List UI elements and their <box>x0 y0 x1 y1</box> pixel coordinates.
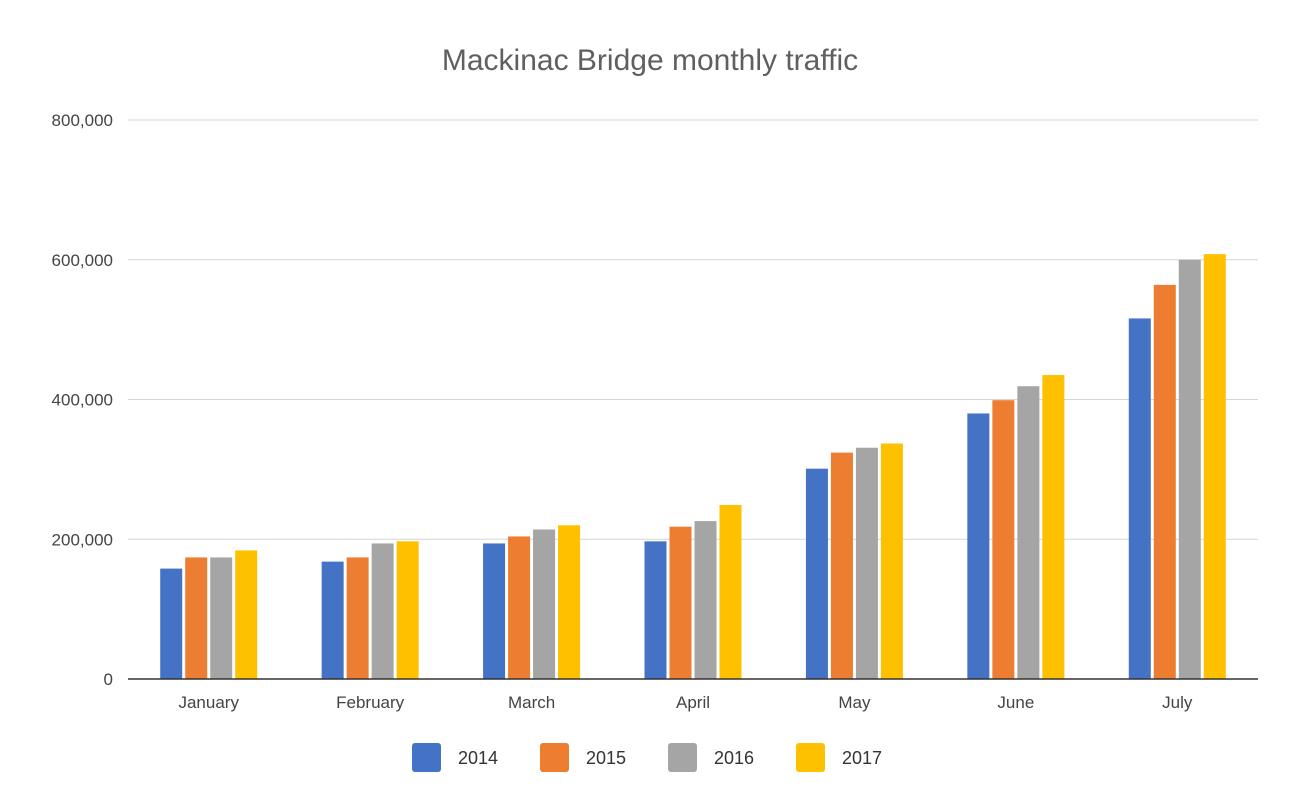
bar-2015-january <box>185 557 208 679</box>
y-axis-tick-labels: 0 200,000 400,000 600,000 800,000 <box>52 111 113 689</box>
bar-2017-january <box>235 550 258 679</box>
bar-2014-april <box>644 541 667 679</box>
legend-swatch <box>796 743 825 772</box>
chart-title: Mackinac Bridge monthly traffic <box>442 44 858 77</box>
y-tick-label: 0 <box>104 670 113 689</box>
bar-2017-may <box>880 443 903 679</box>
bar-2017-february <box>396 541 419 679</box>
legend-label: 2014 <box>458 748 498 768</box>
bar-2017-april <box>719 505 742 679</box>
legend-item-2015: 2015 <box>540 743 626 772</box>
legend-item-2014: 2014 <box>412 743 498 772</box>
bar-2014-march <box>483 543 506 679</box>
bar-2016-february <box>371 543 394 679</box>
bar-2014-july <box>1128 318 1151 679</box>
bar-2014-january <box>160 568 183 679</box>
legend-item-2016: 2016 <box>668 743 754 772</box>
bar-2015-april <box>669 526 692 679</box>
x-tick-label: March <box>508 693 555 712</box>
legend-swatch <box>412 743 441 772</box>
legend-label: 2017 <box>842 748 882 768</box>
y-tick-label: 400,000 <box>52 391 113 410</box>
bar-2015-march <box>508 536 531 679</box>
bar-2016-january <box>210 557 233 679</box>
bar-2015-february <box>346 557 369 679</box>
bar-2015-may <box>830 452 853 679</box>
x-tick-label: April <box>676 693 710 712</box>
legend-swatch <box>668 743 697 772</box>
y-tick-label: 600,000 <box>52 251 113 270</box>
x-axis-tick-labels: January February March April May June July <box>178 693 1192 712</box>
bar-2015-july <box>1153 284 1176 679</box>
legend-label: 2015 <box>586 748 626 768</box>
x-tick-label: January <box>178 693 239 712</box>
bar-2016-march <box>533 529 556 679</box>
x-tick-label: July <box>1162 693 1193 712</box>
y-tick-label: 200,000 <box>52 530 113 549</box>
bar-2014-february <box>321 561 344 679</box>
x-tick-label: June <box>997 693 1034 712</box>
bar-2016-april <box>694 521 717 679</box>
legend-label: 2016 <box>714 748 754 768</box>
y-tick-label: 800,000 <box>52 111 113 130</box>
bar-2014-june <box>967 413 990 679</box>
bar-2017-march <box>558 525 581 679</box>
bar-2016-june <box>1017 386 1040 679</box>
x-tick-label: May <box>838 693 871 712</box>
legend-item-2017: 2017 <box>796 743 882 772</box>
gridlines <box>128 119 1258 540</box>
legend: 2014 2015 2016 2017 <box>412 743 882 772</box>
bar-2016-july <box>1178 259 1201 679</box>
bar-2014-may <box>805 468 828 679</box>
bar-2015-june <box>992 400 1015 679</box>
bar-2017-july <box>1203 254 1226 679</box>
x-tick-label: February <box>336 693 405 712</box>
bars <box>160 254 1226 679</box>
bar-2017-june <box>1042 375 1065 679</box>
legend-swatch <box>540 743 569 772</box>
bar-2016-may <box>855 447 878 679</box>
